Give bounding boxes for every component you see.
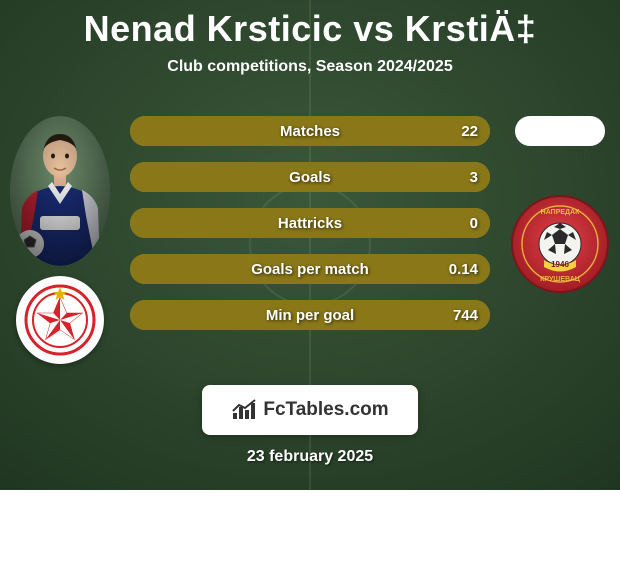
stat-bar-label: Hattricks bbox=[278, 215, 342, 232]
right-player-photo-placeholder bbox=[515, 116, 605, 146]
stat-bar-row: Min per goal 744 bbox=[130, 300, 490, 330]
comparison-area: Matches 22 Goals 3 Hattricks 0 Goals per match… bbox=[0, 116, 620, 364]
stat-bar-value-right: 744 bbox=[453, 307, 478, 324]
stat-bar-row: Matches 22 bbox=[130, 116, 490, 146]
right-player-column: НАПРЕДАК КРУШЕВАЦ 1946 bbox=[500, 116, 620, 294]
left-player-photo bbox=[10, 116, 110, 266]
stat-bar-label: Matches bbox=[280, 123, 340, 140]
stat-bar-label: Goals bbox=[289, 169, 331, 186]
brand-box[interactable]: FcTables.com bbox=[202, 385, 418, 435]
svg-text:1946: 1946 bbox=[551, 260, 569, 269]
date-line: 23 february 2025 bbox=[0, 448, 620, 466]
right-club-badge: НАПРЕДАК КРУШЕВАЦ 1946 bbox=[510, 194, 610, 294]
stat-bar-value-right: 3 bbox=[470, 169, 478, 186]
svg-text:КРУШЕВАЦ: КРУШЕВАЦ bbox=[540, 276, 581, 283]
stat-bar-label: Goals per match bbox=[251, 261, 369, 278]
page-title: Nenad Krsticic vs KrstiÄ‡ bbox=[0, 0, 620, 50]
brand-chart-icon bbox=[231, 397, 257, 423]
brand-text: FcTables.com bbox=[263, 399, 388, 421]
left-player-column bbox=[0, 116, 120, 364]
stat-bar-value-right: 0.14 bbox=[449, 261, 478, 278]
svg-text:НАПРЕДАК: НАПРЕДАК bbox=[541, 209, 580, 216]
stat-bar-row: Goals per match 0.14 bbox=[130, 254, 490, 284]
stat-bar-value-right: 22 bbox=[461, 123, 478, 140]
stat-bar-row: Goals 3 bbox=[130, 162, 490, 192]
stat-bar-label: Min per goal bbox=[266, 307, 354, 324]
stat-bar-row: Hattricks 0 bbox=[130, 208, 490, 238]
left-club-badge bbox=[16, 276, 104, 364]
stat-bar-value-right: 0 bbox=[470, 215, 478, 232]
stat-bars: Matches 22 Goals 3 Hattricks 0 Goals per match… bbox=[120, 116, 500, 330]
page-subtitle: Club competitions, Season 2024/2025 bbox=[0, 58, 620, 76]
